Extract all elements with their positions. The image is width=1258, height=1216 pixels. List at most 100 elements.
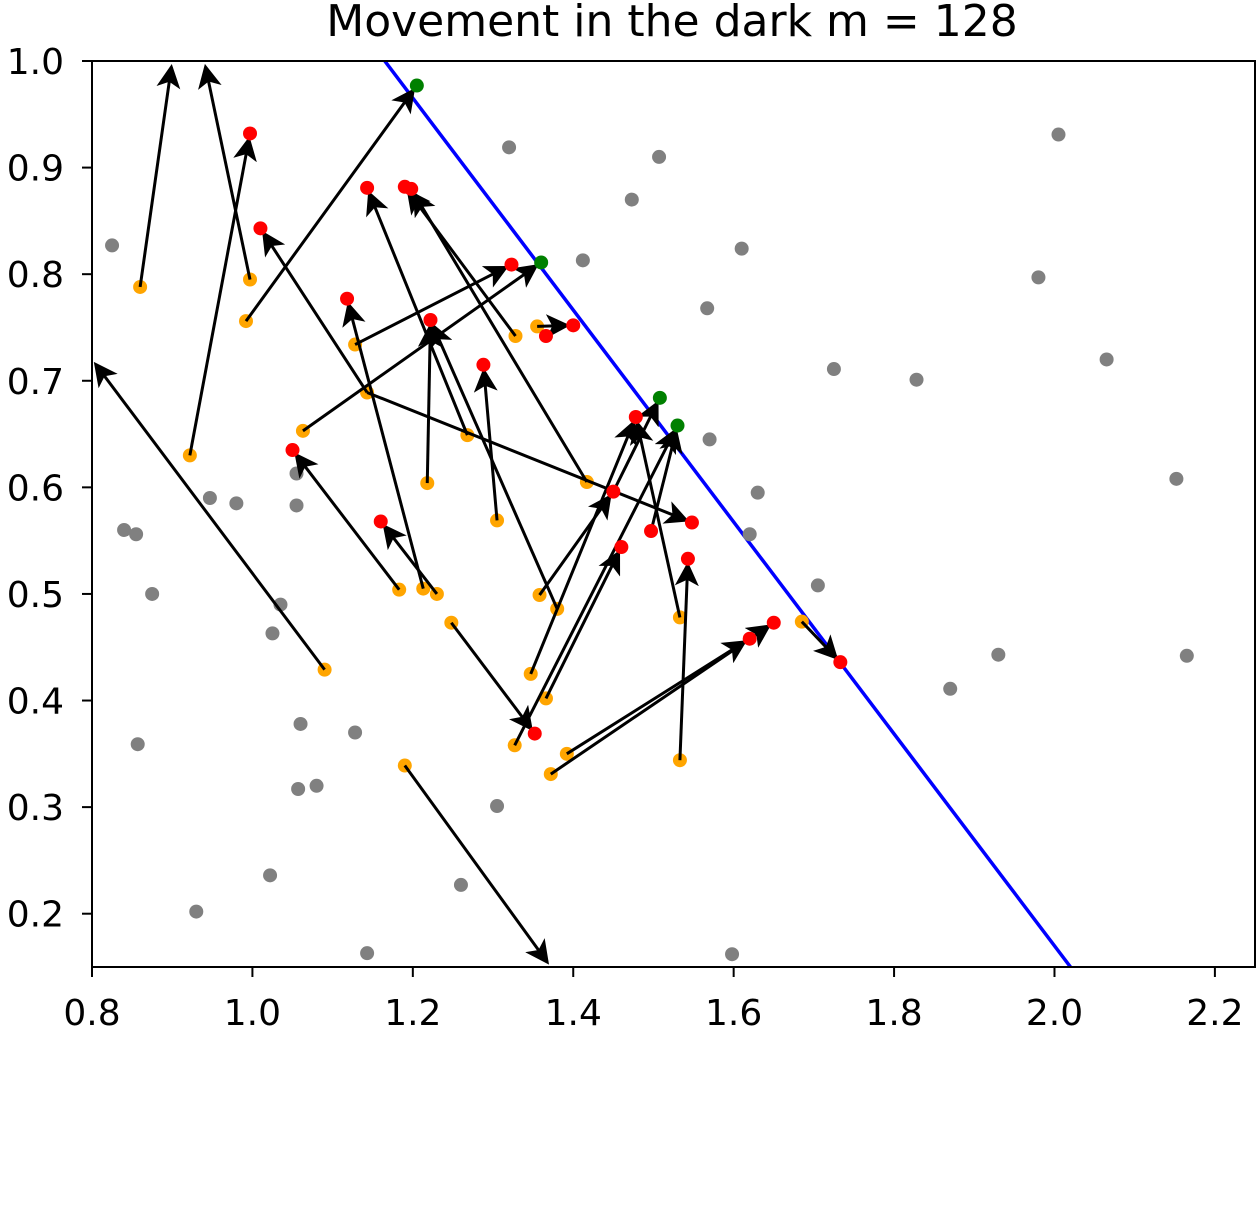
- green-point: [670, 418, 685, 433]
- movement-arrow: [302, 264, 539, 433]
- gray-point: [453, 877, 468, 892]
- gray-point: [750, 485, 765, 500]
- movement-arrow: [342, 301, 425, 589]
- y-tick-label: 0.6: [7, 468, 64, 509]
- gray-point: [909, 372, 924, 387]
- movement-arrow: [529, 419, 637, 675]
- movement-arrow: [537, 314, 571, 339]
- gray-point: [826, 362, 841, 377]
- x-tick-label: 1.4: [545, 993, 602, 1034]
- gray-point: [575, 253, 590, 268]
- gray-point: [309, 778, 324, 793]
- x-tick-label: 2.2: [1186, 993, 1243, 1034]
- movement-arrow: [188, 136, 257, 456]
- green-point: [409, 78, 424, 93]
- movement-arrow: [354, 265, 509, 346]
- movement-arrow: [544, 549, 621, 700]
- y-tick-label: 0.9: [7, 149, 64, 190]
- movement-arrow: [262, 230, 369, 394]
- axis-ticks: 0.8 1.0 1.2 1.4 1.6 1.8 2.0 2.2 0.2 0.3 0.4 0.5 0.6 0…: [7, 42, 1244, 1034]
- movement-arrow: [513, 428, 677, 746]
- movement-arrow: [800, 620, 839, 660]
- gray-point: [145, 586, 160, 601]
- gray-point: [130, 737, 145, 752]
- chart-title: Movement in the dark m = 128: [326, 0, 1017, 47]
- y-tick-label: 0.3: [7, 788, 64, 829]
- gray-point: [1179, 648, 1194, 663]
- gray-point: [189, 904, 204, 919]
- movement-arrow: [549, 624, 772, 776]
- y-tick-label: 0.8: [7, 255, 64, 296]
- movement-arrow: [612, 400, 659, 493]
- movement-arrow: [417, 323, 442, 484]
- gray-point: [725, 947, 740, 962]
- movement-arrow: [138, 63, 181, 288]
- gray-point: [1031, 270, 1046, 285]
- gray-point: [702, 432, 717, 447]
- gray-point: [202, 491, 217, 506]
- movement-arrow: [430, 322, 559, 610]
- gray-point: [265, 626, 280, 641]
- red-point: [373, 514, 388, 529]
- movement-arrow: [294, 452, 401, 591]
- red-point: [566, 318, 581, 333]
- movement-arrow: [403, 764, 550, 965]
- movement-arrow: [366, 190, 469, 436]
- red-point: [504, 257, 519, 272]
- x-tick-label: 1.6: [705, 993, 762, 1034]
- gray-point: [742, 527, 757, 542]
- gray-point: [129, 527, 144, 542]
- gray-point: [943, 681, 958, 696]
- gray-point: [293, 716, 308, 731]
- y-tick-label: 1.0: [7, 42, 64, 83]
- red-point: [253, 221, 268, 236]
- x-tick-label: 1.0: [224, 993, 281, 1034]
- red-point: [644, 524, 659, 539]
- movement-arrow: [244, 87, 416, 322]
- red-point: [684, 515, 699, 530]
- red-point: [628, 410, 643, 425]
- gray-point: [348, 725, 363, 740]
- movement-arrow: [473, 367, 499, 521]
- red-point: [476, 357, 491, 372]
- gray-point: [1099, 352, 1114, 367]
- movement-arrow: [198, 63, 252, 280]
- red-point: [538, 328, 553, 343]
- gray-point: [1169, 471, 1184, 486]
- gray-point: [734, 241, 749, 256]
- movement-arrow: [412, 191, 589, 483]
- movement-arrow: [450, 621, 533, 732]
- red-point: [527, 726, 542, 741]
- gray-point: [991, 647, 1006, 662]
- y-tick-label: 0.5: [7, 575, 64, 616]
- red-point: [680, 551, 695, 566]
- boundary-line: [383, 61, 1072, 967]
- plot-area: [93, 61, 1194, 967]
- movement-arrow: [674, 561, 699, 761]
- axes-frame: [91, 60, 1256, 968]
- x-tick-label: 1.2: [384, 993, 441, 1034]
- red-point: [285, 443, 300, 458]
- gray-point: [700, 301, 715, 316]
- y-tick-label: 0.7: [7, 362, 64, 403]
- red-point: [404, 181, 419, 196]
- gray-point: [289, 466, 304, 481]
- red-point: [606, 484, 621, 499]
- green-point: [652, 390, 667, 405]
- movement-arrow: [93, 361, 326, 671]
- gray-point: [810, 578, 825, 593]
- y-tick-label: 0.2: [7, 895, 64, 936]
- x-tick-label: 2.0: [1026, 993, 1083, 1034]
- gray-point: [291, 781, 306, 796]
- red-point: [766, 615, 781, 630]
- movement-arrow: [566, 640, 748, 756]
- red-point: [243, 126, 258, 141]
- red-point: [833, 655, 848, 670]
- x-tick-label: 0.8: [63, 993, 120, 1034]
- gray-point: [289, 498, 304, 513]
- green-point: [534, 255, 549, 270]
- gray-point: [263, 868, 278, 883]
- gray-point: [624, 192, 639, 207]
- gray-point: [490, 799, 505, 814]
